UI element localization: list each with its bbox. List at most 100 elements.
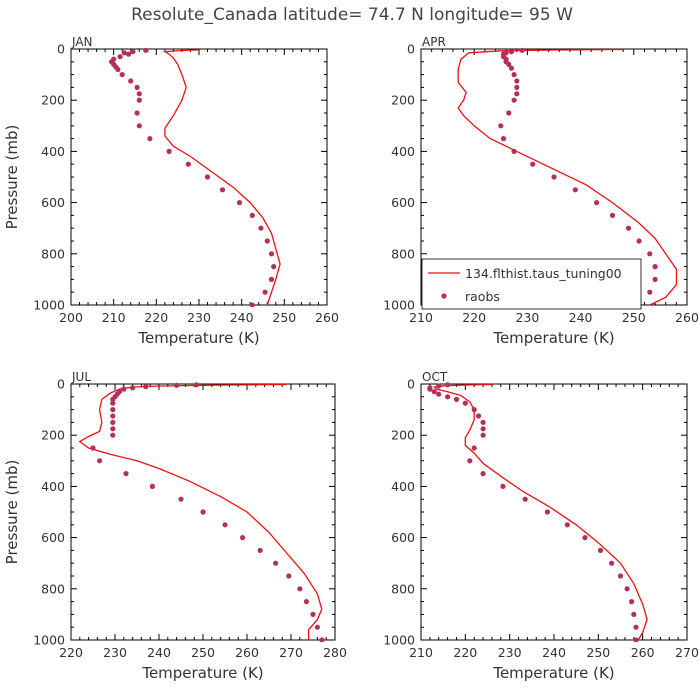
x-tick-label: 270 [279,645,303,660]
raobs-point [147,136,153,142]
raobs-point [115,66,121,73]
x-tick-label: 240 [569,310,593,325]
raobs-point [511,97,517,103]
x-tick-label: 210 [102,310,126,325]
raobs-point [258,225,264,231]
x-tick-label: 280 [323,645,347,660]
plot-frame [420,383,688,641]
raobs-point [126,51,132,57]
raobs-point [519,47,525,53]
y-tick-label: 200 [391,428,415,443]
raobs-point [629,599,635,605]
raobs-point [185,161,191,167]
raobs-point [130,49,136,55]
raobs-point [268,276,275,282]
raobs-point [121,50,127,56]
x-tick-label: 220 [144,310,168,325]
raobs-point [174,382,180,388]
raobs-point [480,426,486,432]
y-tick-label: 1000 [383,633,415,648]
raobs-point [445,382,451,388]
raobs-point [506,110,512,116]
panel-oct: 210 220 230 240 250 260 270 0 200 400 600 800 1000 OC… [383,370,699,682]
raobs-point [431,389,437,395]
raobs-point [551,174,557,180]
figure-title: Resolute_Canada latitude= 74.7 N longitu… [131,5,573,25]
y-axis-label: Pressure (mb) [3,125,21,230]
model-profile-line [162,49,281,306]
raobs-point [436,383,442,389]
raobs-point [204,174,211,180]
raobs-point [597,547,604,554]
raobs-point [453,396,460,402]
raobs-point [110,432,116,438]
raobs-point [633,637,639,642]
x-tick-label: 250 [272,310,296,325]
raobs-point [110,396,116,402]
x-tick-label: 230 [498,645,522,660]
x-tick-label: 220 [453,645,477,660]
y-tick-label: 800 [391,581,415,596]
raobs-point [511,148,517,154]
x-axis-label: Temperature (K) [137,329,259,347]
raobs-point [310,611,316,618]
raobs-point [110,400,116,406]
raobs-point [143,47,149,53]
y-tick-label: 400 [41,144,65,159]
y-tick-label: 400 [391,479,415,494]
x-tick-label: 260 [631,645,655,660]
raobs-point [219,187,226,193]
raobs-point [511,72,517,78]
x-tick-label: 230 [515,310,539,325]
raobs-point [97,458,103,464]
raobs-point [90,445,96,451]
raobs-point [480,419,486,425]
raobs-point [530,161,536,167]
raobs-point [222,522,228,528]
raobs-point [249,212,255,218]
raobs-point [506,61,512,67]
x-tick-label: 240 [542,645,566,660]
panel-title-jan: JAN [71,35,93,49]
x-tick-label: 200 [59,310,83,325]
raobs-point [200,509,206,515]
raobs-point [110,407,116,413]
model-profile-line [78,383,323,640]
raobs-point [631,611,637,618]
raobs-point [249,302,255,307]
raobs-point [647,289,653,295]
x-tick-label: 260 [315,310,339,325]
raobs-point [128,78,134,84]
raobs-point [193,382,199,388]
x-tick-label: 250 [586,645,610,660]
raobs-point [514,78,520,84]
y-tick-label: 200 [391,93,415,108]
y-tick-label: 400 [391,144,415,159]
raobs-point [594,200,600,206]
raobs-point [625,225,632,231]
y-tick-label: 1000 [33,633,65,648]
raobs-point [123,471,129,477]
raobs-point [617,573,624,579]
y-tick-label: 200 [41,428,65,443]
y-tick-label: 800 [41,581,65,596]
raobs-point [471,445,477,451]
x-tick-label: 230 [103,645,127,660]
raobs-point [508,49,514,55]
x-tick-label: 210 [409,310,433,325]
raobs-point [514,84,520,90]
legend-box [421,258,642,310]
y-tick-label: 0 [57,42,65,57]
raobs-point [445,394,451,400]
raobs-point [427,386,433,392]
raobs-point [500,483,506,489]
raobs-point [624,586,630,592]
raobs-point [271,264,277,270]
y-tick-label: 0 [407,377,415,392]
y-tick-label: 600 [41,195,65,210]
y-tick-label: 200 [41,93,65,108]
x-axis-label: Temperature (K) [141,664,263,682]
panel-title-oct: OCT [422,370,448,384]
